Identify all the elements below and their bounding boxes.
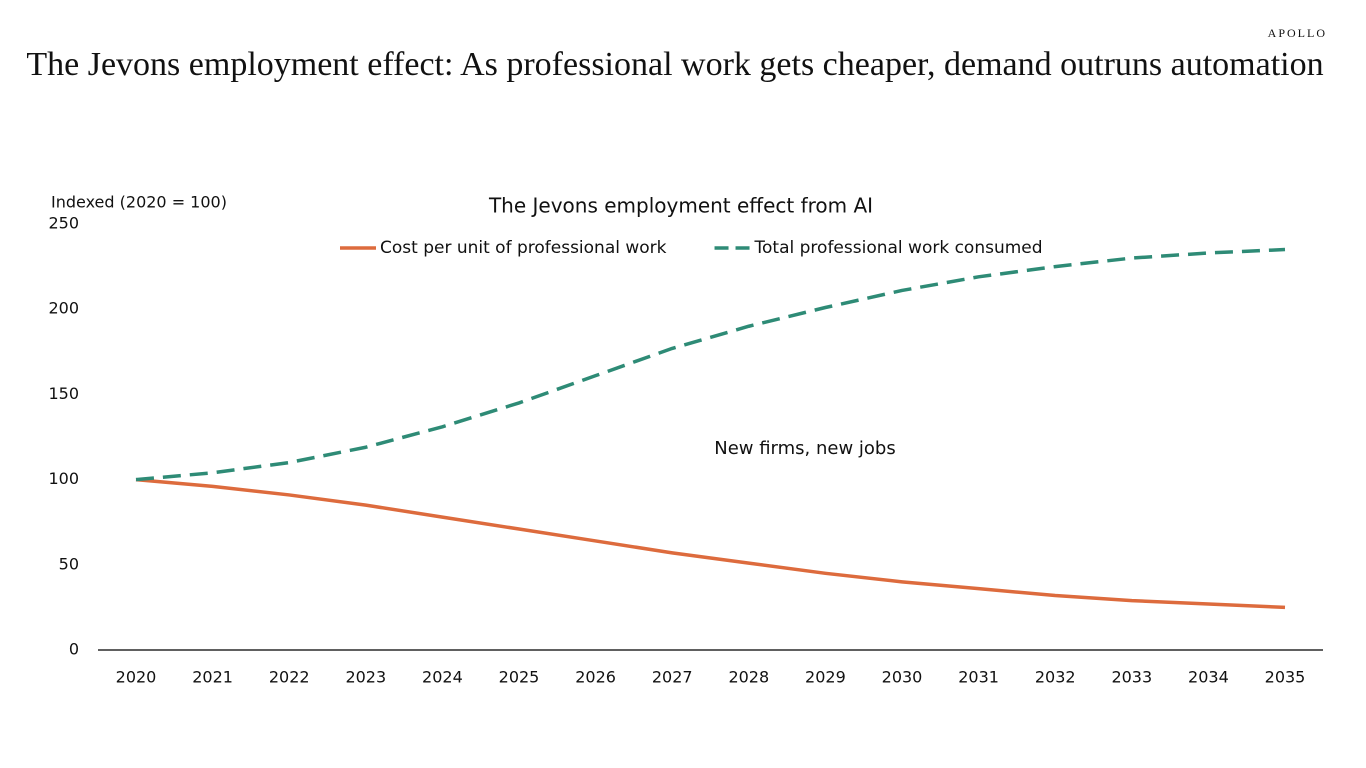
x-tick-label: 2024 — [422, 668, 463, 687]
chart-title: The Jevons employment effect: As profess… — [26, 46, 1323, 83]
legend-label: Total professional work consumed — [754, 238, 1043, 258]
x-tick-label: 2030 — [882, 668, 923, 687]
annotation: New firms, new jobs — [714, 438, 896, 459]
x-tick-label: 2034 — [1188, 668, 1229, 687]
y-tick-label: 50 — [59, 554, 79, 573]
x-tick-label: 2033 — [1111, 668, 1152, 687]
legend-label: Cost per unit of professional work — [380, 238, 667, 258]
x-tick-label: 2023 — [345, 668, 386, 687]
brand: APOLLO — [1268, 26, 1327, 40]
y-tick-label: 100 — [48, 469, 79, 488]
y-tick-label: 150 — [48, 384, 79, 403]
x-tick-label: 2027 — [652, 668, 693, 687]
y-axis-label: Indexed (2020 = 100) — [51, 193, 227, 212]
x-tick-label: 2035 — [1265, 668, 1306, 687]
y-tick-label: 250 — [48, 214, 79, 233]
y-tick-label: 0 — [69, 640, 79, 659]
series-line — [135, 247, 1286, 482]
x-tick-label: 2022 — [269, 668, 310, 687]
chart-subtitle: The Jevons employment effect from AI — [488, 194, 873, 218]
x-tick-label: 2032 — [1035, 668, 1076, 687]
x-tick-label: 2028 — [728, 668, 769, 687]
x-tick-label: 2021 — [192, 668, 233, 687]
x-tick-label: 2029 — [805, 668, 846, 687]
x-tick-label: 2026 — [575, 668, 616, 687]
x-tick-label: 2025 — [499, 668, 540, 687]
x-tick-label: 2031 — [958, 668, 999, 687]
series-line — [135, 477, 1286, 610]
x-tick-label: 2020 — [116, 668, 157, 687]
y-tick-label: 200 — [48, 299, 79, 318]
